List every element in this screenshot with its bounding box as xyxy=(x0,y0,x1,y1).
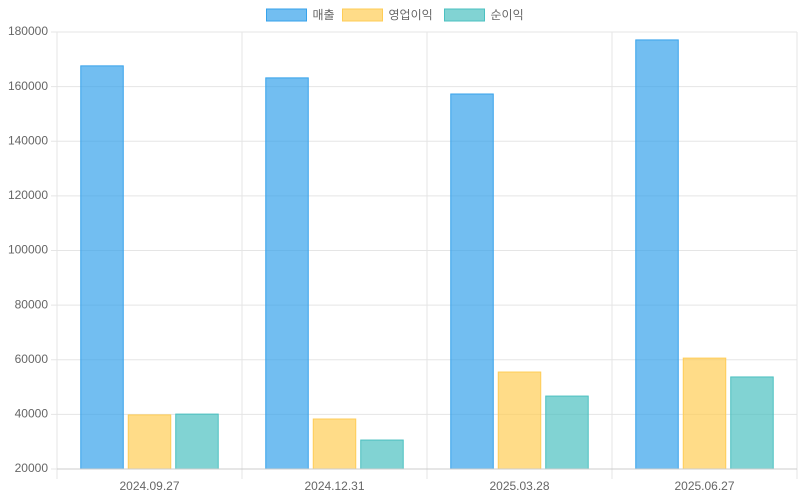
legend-label: 순이익 xyxy=(491,8,524,22)
bar xyxy=(265,77,309,470)
y-tick-label: 100000 xyxy=(8,243,48,257)
y-tick-label: 160000 xyxy=(8,79,48,93)
x-tick-label: 2024.12.31 xyxy=(304,479,364,493)
x-tick-label: 2025.03.28 xyxy=(489,479,549,493)
bar xyxy=(635,39,679,470)
bar xyxy=(127,414,172,470)
y-tick-label: 140000 xyxy=(8,133,48,147)
bar xyxy=(497,371,542,470)
bar xyxy=(730,376,774,470)
y-tick-label: 180000 xyxy=(8,24,48,38)
bar xyxy=(312,418,357,470)
y-tick-label: 20000 xyxy=(15,461,49,475)
y-tick-label: 40000 xyxy=(15,407,49,421)
bar xyxy=(80,65,124,470)
y-tick-label: 60000 xyxy=(15,352,49,366)
legend-swatch xyxy=(266,8,307,22)
y-tick-label: 80000 xyxy=(15,297,49,311)
bar xyxy=(682,357,727,470)
x-tick-label: 2025.06.27 xyxy=(674,479,734,493)
legend-label: 매출 xyxy=(313,8,335,22)
bar xyxy=(175,413,219,470)
bar xyxy=(360,439,404,470)
legend-label: 영업이익 xyxy=(389,8,433,22)
legend-swatch xyxy=(342,8,383,22)
bar xyxy=(450,93,494,470)
x-tick-label: 2024.09.27 xyxy=(119,479,179,493)
y-tick-label: 120000 xyxy=(8,188,48,202)
bar xyxy=(545,395,589,470)
legend-swatch xyxy=(444,8,485,22)
